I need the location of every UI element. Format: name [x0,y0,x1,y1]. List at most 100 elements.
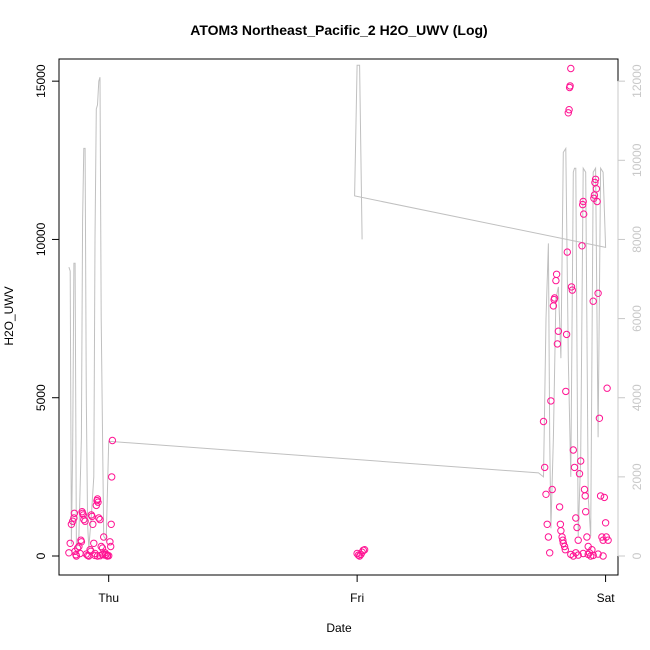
data-point [106,538,114,546]
data-point [107,520,115,528]
data-point [546,549,554,557]
data-point [87,547,95,555]
data-point [560,542,569,551]
data-point [562,330,571,339]
data-point [572,549,580,557]
data-point [541,463,549,472]
data-point [593,197,601,206]
plot-area [65,64,612,560]
left-axis-tick-label: 5000 [34,384,48,411]
data-point [70,514,78,522]
data-point [353,549,361,558]
data-point [103,551,112,560]
right-axis-tick-label: 12000 [630,64,644,98]
data-point [574,536,582,544]
data-point [594,289,602,297]
data-point [355,552,364,560]
data-point [548,485,556,494]
left-axis-tick-label: 15000 [34,64,48,98]
data-point [573,523,581,532]
data-point [575,470,584,478]
data-point [580,210,588,218]
data-point [108,436,117,445]
data-point [542,490,550,498]
right-axis-tick-label: 0 [630,552,644,559]
data-point [552,270,561,278]
left-axis: 0 5000 10000 15000 [34,64,60,559]
data-point [81,517,89,525]
chart-title: ATOM3 Northeast_Pacific_2 H2O_UWV (Log) [190,22,487,38]
data-point [604,536,612,544]
data-point [96,552,104,560]
data-point [589,297,597,305]
data-point [591,175,600,184]
data-point [579,197,587,206]
data-point [91,551,99,560]
data-point [88,512,96,521]
data-point [565,106,573,114]
data-point [603,384,611,392]
data-point [93,495,102,503]
data-point [561,546,569,554]
data-point [566,82,574,90]
data-point [567,283,576,291]
data-point [96,515,104,524]
series-line [68,64,607,549]
data-point [559,539,567,547]
data-point [582,508,590,516]
data-point [564,109,572,117]
data-point [97,542,105,551]
right-axis-tick-label: 10000 [630,143,644,177]
data-point [570,463,579,472]
data-point [563,248,571,256]
data-point [107,542,115,551]
right-axis-tick-label: 6000 [630,305,644,332]
data-point [544,533,553,541]
data-point [592,185,601,193]
right-axis: 0 2000 4000 6000 8000 10000 12000 [617,64,644,559]
data-point [547,397,555,405]
data-point [589,551,597,560]
data-point [543,520,551,528]
data-point [69,517,77,525]
y-axis-label: H2O_UWV [2,286,16,345]
data-point [600,493,608,502]
data-point [91,549,99,558]
data-point [594,550,602,558]
data-point [583,533,591,541]
data-point [550,294,559,302]
data-point [77,538,86,546]
data-point [595,414,604,422]
data-point [358,548,366,556]
data-point [553,340,562,348]
data-point [599,552,607,560]
data-point [89,520,97,528]
data-point [578,242,586,250]
right-axis-tick-label: 4000 [630,384,644,411]
data-point [90,539,98,547]
data-point [94,498,102,506]
data-point [598,533,606,541]
data-point [568,286,576,294]
data-point [581,492,589,500]
data-point [108,473,116,481]
data-point [539,417,548,426]
data-point [70,509,79,517]
data-point [66,539,74,547]
data-point [569,446,577,454]
data-point [72,552,81,560]
data-point [601,519,610,527]
data-point [555,503,564,511]
data-point [572,514,580,522]
x-axis-label: Date [326,621,352,635]
bottom-axis: Thu Fri Sat [98,574,615,605]
data-point [574,551,582,559]
x-axis-tick-label: Fri [350,591,364,605]
data-point [596,492,605,500]
x-axis-tick-label: Thu [98,591,119,605]
data-point [80,515,88,524]
left-axis-tick-label: 10000 [34,222,48,256]
data-point [579,549,587,558]
